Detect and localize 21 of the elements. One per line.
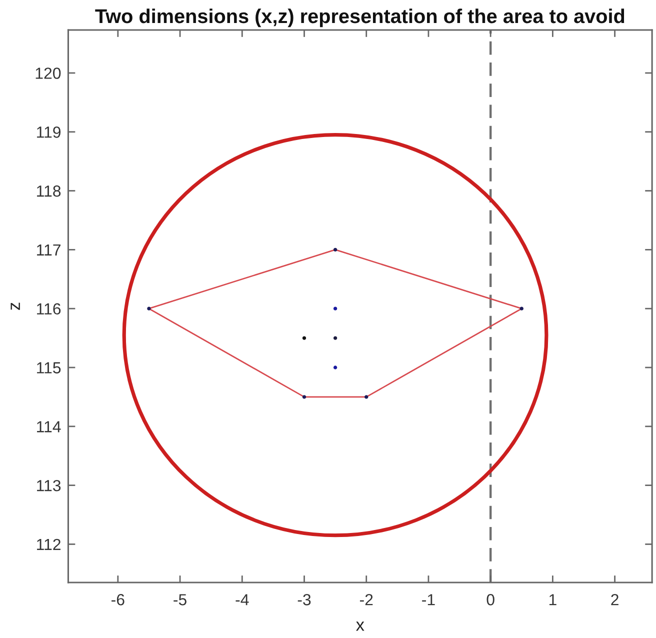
chart-title: Two dimensions (x,z) representation of the area to avoid xyxy=(95,8,624,28)
y-tick-label: 112 xyxy=(37,538,60,550)
x-tick-label: -5 xyxy=(174,594,186,606)
y-tick-label: 115 xyxy=(37,362,61,374)
x-tick-label: -3 xyxy=(298,594,311,606)
x-tick-label: -4 xyxy=(236,594,249,606)
y-tick-label: 114 xyxy=(37,421,61,432)
x-tick-label: 1 xyxy=(549,594,556,606)
y-tick-label: 120 xyxy=(36,68,61,79)
x-tick-label: -6 xyxy=(112,594,124,606)
y-tick-label: 117 xyxy=(37,244,60,256)
x-tick-label: -2 xyxy=(360,594,373,606)
y-tick-label: 113 xyxy=(37,480,61,492)
x-tick-label: 0 xyxy=(486,594,494,606)
x-tick-label: 2 xyxy=(611,594,618,606)
y-tick-label: 119 xyxy=(37,126,61,138)
y-axis-title: z xyxy=(10,302,20,310)
x-tick-label: -1 xyxy=(422,594,435,606)
y-tick-label: 116 xyxy=(37,303,61,315)
y-tick-label: 118 xyxy=(37,185,61,197)
x-axis-title: x xyxy=(356,622,364,631)
